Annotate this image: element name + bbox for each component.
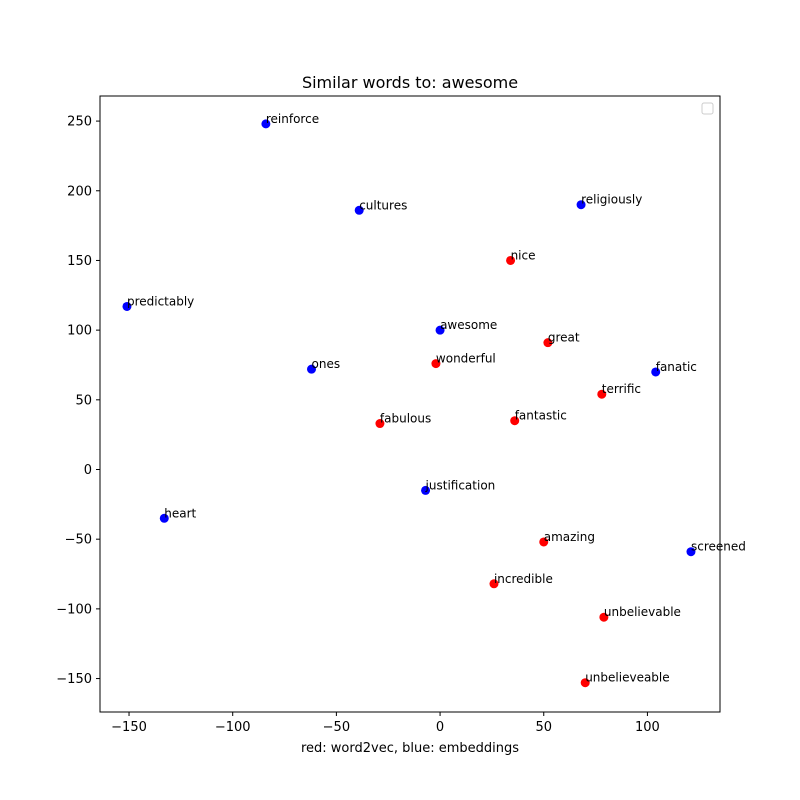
data-point	[435, 325, 445, 335]
y-tick-label: −100	[56, 602, 92, 617]
x-tick-label: −100	[215, 720, 251, 735]
data-point	[122, 301, 132, 311]
x-tick-label: 50	[535, 720, 552, 735]
data-point	[651, 367, 661, 377]
y-tick-label: 250	[67, 115, 92, 130]
data-point-label: incredible	[494, 572, 553, 586]
data-point-label: religiously	[581, 193, 642, 207]
plot-area	[100, 96, 720, 712]
x-axis-label: red: word2vec, blue: embeddings	[301, 741, 519, 756]
data-point-label: ones	[312, 357, 341, 371]
data-point	[510, 416, 520, 426]
data-point-label: terrific	[602, 382, 641, 396]
data-point	[543, 338, 553, 348]
data-point-label: nice	[511, 248, 536, 262]
data-point-label: predictably	[127, 294, 194, 308]
x-tick-label: 0	[436, 720, 444, 735]
axis-ticks: −150 −100 −50 0 50 100 −150 −100 −50 0 50 100 150 200…	[56, 115, 660, 735]
data-point	[354, 205, 364, 215]
data-point-label: unbelieveable	[585, 671, 669, 685]
data-point-label: heart	[164, 506, 196, 520]
data-point	[599, 612, 609, 622]
data-point-label: reinforce	[266, 112, 319, 126]
data-point	[159, 513, 169, 523]
data-point	[421, 485, 431, 495]
data-point-label: screened	[691, 540, 746, 554]
data-point	[375, 419, 385, 429]
data-point-label: cultures	[359, 198, 407, 212]
data-point-label: fantastic	[515, 409, 567, 423]
plot-frame	[99, 95, 721, 713]
data-point	[431, 359, 441, 369]
y-tick-label: −150	[56, 672, 92, 687]
data-point	[597, 389, 607, 399]
y-tick-label: 100	[67, 324, 92, 339]
data-point-label: awesome	[440, 318, 497, 332]
data-point	[580, 678, 590, 688]
legend-box	[701, 102, 714, 115]
data-point	[489, 579, 499, 589]
y-tick-label: 200	[67, 184, 92, 199]
data-point-label: great	[548, 331, 580, 345]
y-tick-label: −50	[65, 533, 92, 548]
y-tick-label: 150	[67, 254, 92, 269]
data-point	[261, 119, 271, 129]
data-point-label: unbelievable	[604, 605, 681, 619]
data-point-label: amazing	[544, 530, 595, 544]
data-point	[686, 547, 696, 557]
data-point	[576, 200, 586, 210]
chart-title: Similar words to: awesome	[302, 73, 518, 92]
x-tick-label: 100	[635, 720, 660, 735]
data-point-label: fabulous	[380, 412, 431, 426]
x-tick-label: −50	[323, 720, 350, 735]
x-tick-label: −150	[111, 720, 147, 735]
y-tick-label: 0	[84, 463, 92, 478]
data-points: reinforce cultures religiously nice predicta…	[122, 112, 746, 688]
data-point	[539, 537, 549, 547]
data-point-label: fanatic	[656, 360, 697, 374]
data-point	[506, 255, 516, 265]
data-point-label: justification	[425, 478, 496, 492]
y-tick-label: 50	[75, 393, 92, 408]
data-point-label: wonderful	[436, 352, 496, 366]
data-point	[307, 364, 317, 374]
